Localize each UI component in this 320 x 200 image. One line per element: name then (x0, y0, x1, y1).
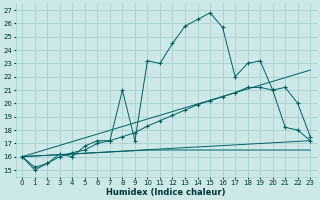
X-axis label: Humidex (Indice chaleur): Humidex (Indice chaleur) (107, 188, 226, 197)
